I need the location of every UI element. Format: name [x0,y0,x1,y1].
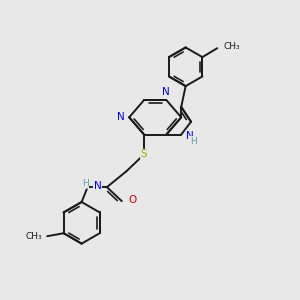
Text: S: S [141,149,147,160]
Text: CH₃: CH₃ [223,42,240,51]
Text: H: H [190,136,197,146]
Text: N: N [186,131,194,141]
Text: N: N [94,181,101,191]
Text: N: N [163,86,170,97]
Text: N: N [117,112,125,122]
Text: O: O [128,195,136,205]
Text: H: H [82,179,88,188]
Text: CH₃: CH₃ [25,232,42,241]
